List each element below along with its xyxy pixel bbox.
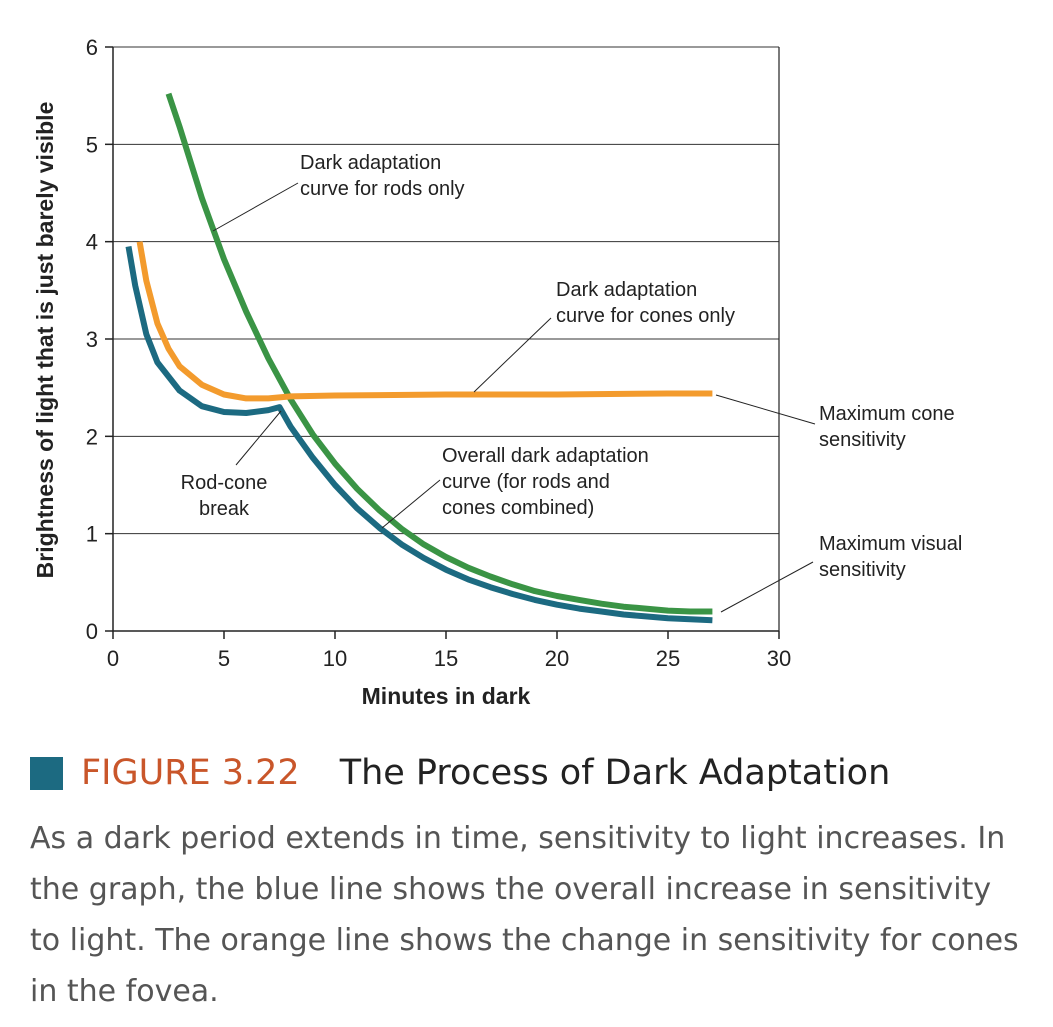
x-tick-label-0: 0 [107, 646, 119, 671]
tick-labels: 0 1 2 3 4 5 6 0 5 10 15 20 25 30 [86, 35, 791, 671]
annotation-max_visual-1: Maximum visual [819, 533, 962, 555]
figure-marker [30, 756, 63, 790]
leader-rods [212, 182, 299, 232]
y-tick-label-2: 2 [86, 424, 98, 449]
leader-cones [473, 317, 552, 393]
annotation-overall-1: Overall dark adaptation [442, 445, 649, 467]
figure-number: FIGURE 3.22 [81, 753, 300, 793]
annotation-cones-1: Dark adaptation [556, 279, 697, 301]
annotation-rod_cone-1: Rod-cone [181, 472, 268, 494]
series-line-overall [125, 245, 713, 624]
gridlines [113, 46, 779, 535]
annotation-rod_cone-2: break [199, 498, 250, 520]
dark-adaptation-chart: 0 1 2 3 4 5 6 0 5 10 15 20 25 30 Dark adaptation curve… [32, 35, 963, 709]
leader-rod_cone [235, 410, 282, 466]
axes [105, 46, 780, 639]
figure-caption-block: FIGURE 3.22 The Process of Dark Adaptati… [30, 748, 1030, 1017]
annotation-max_visual-2: sensitivity [819, 559, 906, 581]
series-line-cones [136, 241, 713, 402]
annotations: Dark adaptation curve for rods only Dark a… [181, 152, 963, 581]
figure-heading: FIGURE 3.22 The Process of Dark Adaptati… [30, 748, 1030, 798]
y-tick-label-0: 0 [86, 619, 98, 644]
leader-overall [381, 479, 441, 529]
x-tick-label-10: 10 [323, 646, 347, 671]
annotation-overall-3: cones combined) [442, 497, 594, 519]
figure-title: The Process of Dark Adaptation [339, 753, 891, 793]
annotation-leaders [212, 182, 816, 613]
y-tick-label-4: 4 [86, 230, 98, 255]
y-tick-label-5: 5 [86, 132, 98, 157]
y-tick-label-3: 3 [86, 327, 98, 352]
annotation-rods-1: Dark adaptation [300, 152, 441, 174]
y-axis-label: Brightness of light that is just barely … [32, 102, 58, 579]
x-axis-label: Minutes in dark [362, 683, 531, 709]
leader-max_cone [715, 394, 816, 425]
x-tick-label-15: 15 [434, 646, 458, 671]
series-lines [125, 92, 713, 624]
x-tick-label-30: 30 [767, 646, 791, 671]
leader-max_visual [720, 561, 814, 613]
x-tick-label-25: 25 [656, 646, 680, 671]
x-tick-label-5: 5 [218, 646, 230, 671]
annotation-overall-2: curve (for rods and [442, 471, 610, 493]
annotation-cones-2: curve for cones only [556, 305, 735, 327]
annotation-max_cone-1: Maximum cone [819, 403, 955, 425]
series-line-rods [165, 92, 713, 615]
x-tick-label-20: 20 [545, 646, 569, 671]
figure-caption: As a dark period extends in time, sensit… [30, 821, 1019, 1009]
annotation-rods-2: curve for rods only [300, 178, 465, 200]
annotation-max_cone-2: sensitivity [819, 429, 906, 451]
y-tick-label-1: 1 [86, 522, 98, 547]
y-tick-label-6: 6 [86, 35, 98, 60]
